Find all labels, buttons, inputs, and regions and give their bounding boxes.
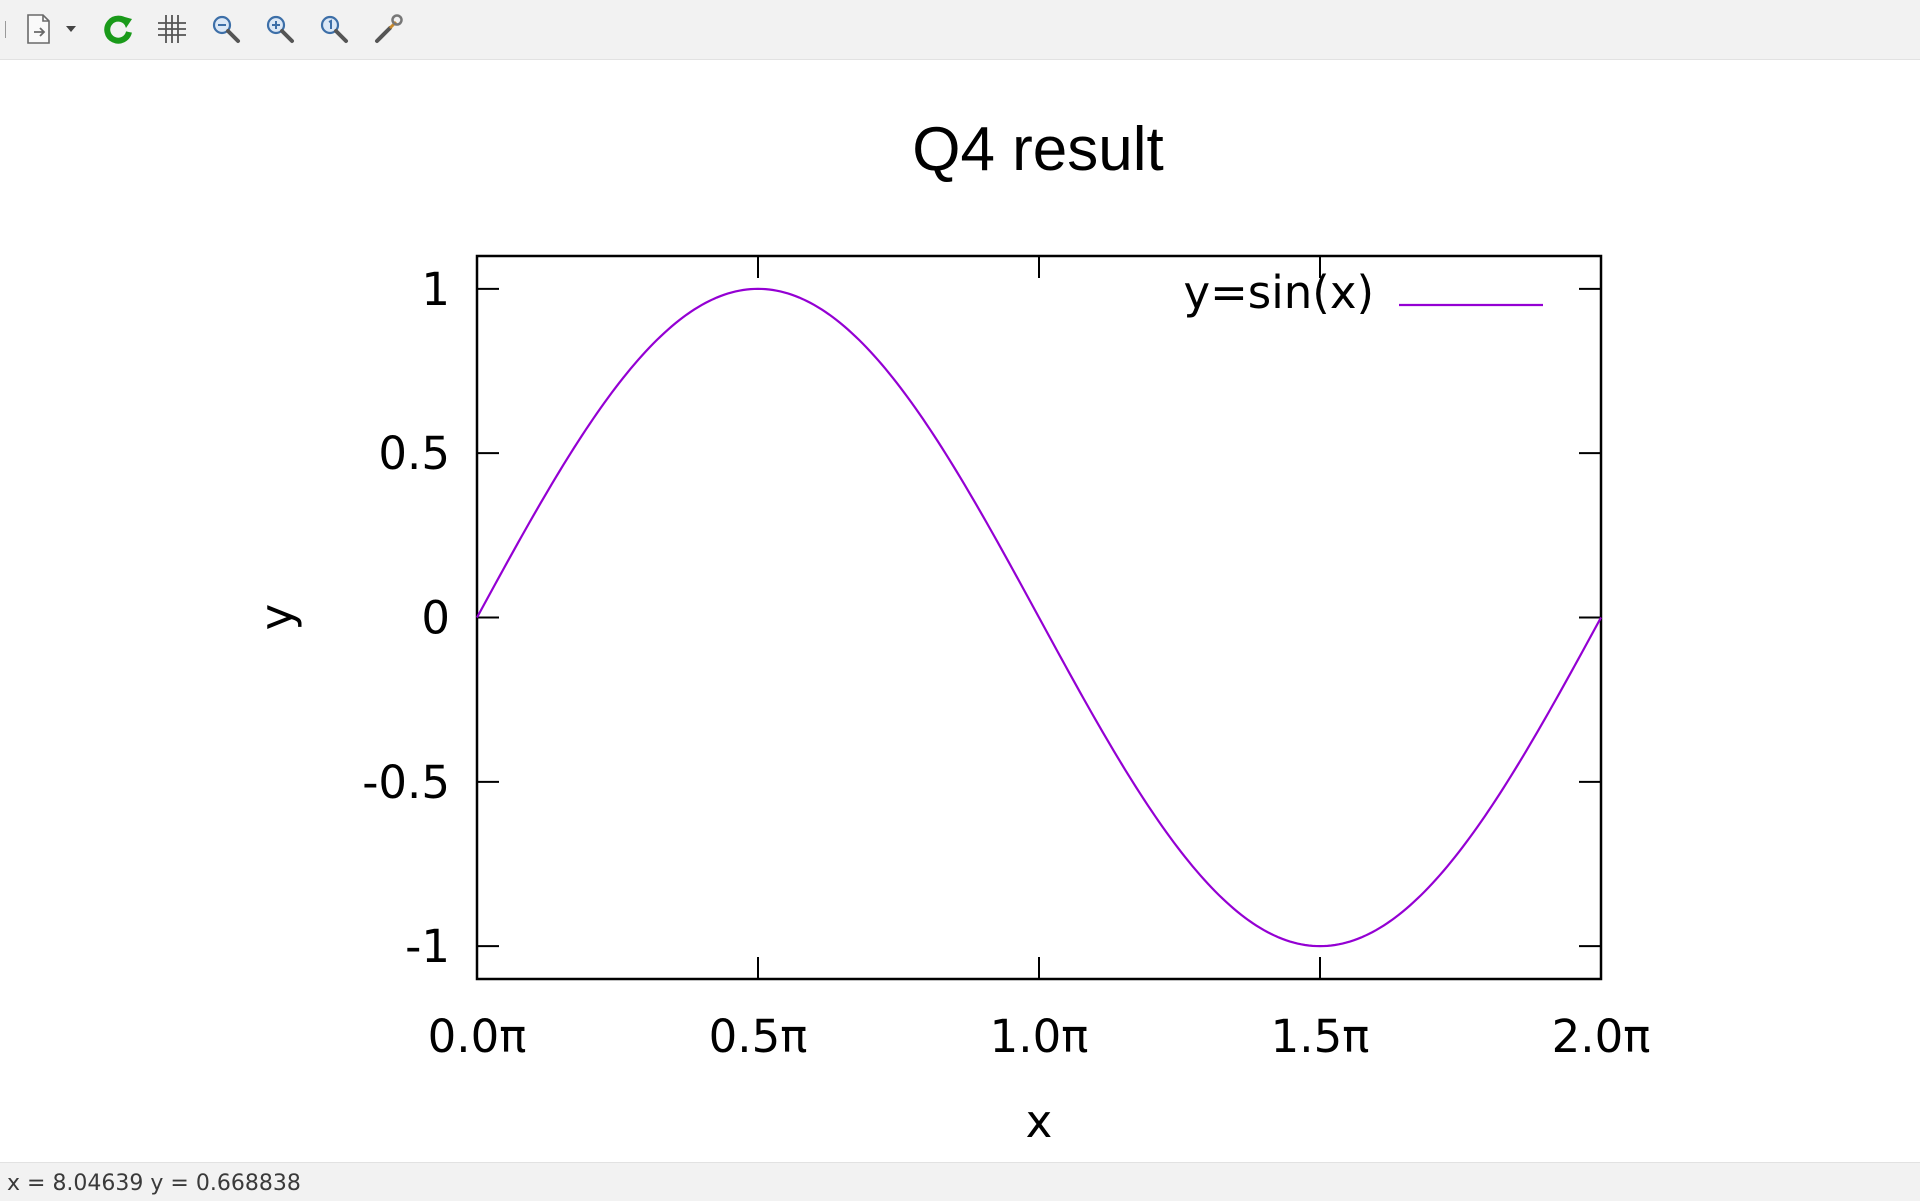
- plot-area[interactable]: Q4 result 0.0π 0.5π 1.0π 1.5π 2.0π 1 0.5 0 -0.5…: [0, 60, 1920, 1162]
- grid-icon: [158, 15, 186, 43]
- grid-button[interactable]: [151, 8, 193, 50]
- x-tick-label-4: 2.0π: [1552, 1010, 1651, 1063]
- x-tick-label-2: 1.0π: [990, 1010, 1089, 1063]
- chart[interactable]: Q4 result 0.0π 0.5π 1.0π 1.5π 2.0π 1 0.5 0 -0.5…: [0, 60, 1920, 1162]
- zoom-reset-icon: [320, 15, 348, 43]
- zoom-previous-icon: [212, 15, 240, 43]
- y-axis-label: y: [250, 604, 303, 631]
- replot-icon: [104, 15, 132, 44]
- export-button[interactable]: [18, 8, 60, 50]
- export-icon: [27, 14, 50, 44]
- y-tick-label-4: -1: [405, 920, 450, 973]
- y-tick-label-2: 0: [421, 592, 450, 645]
- zoom-previous-button[interactable]: [205, 8, 247, 50]
- cursor-coordinates: x = 8.04639 y = 0.668838: [7, 1171, 301, 1196]
- replot-button[interactable]: [97, 8, 139, 50]
- zoom-reset-button[interactable]: [313, 8, 355, 50]
- y-tick-label-3: -0.5: [362, 756, 450, 809]
- toolbar-grip: [5, 21, 6, 38]
- toolbar: [0, 0, 1920, 60]
- x-tick-label-3: 1.5π: [1271, 1010, 1370, 1063]
- x-axis-label: x: [1026, 1095, 1053, 1148]
- settings-wrench-icon: [375, 14, 403, 43]
- dropdown-arrow-icon: [66, 26, 76, 32]
- status-bar: x = 8.04639 y = 0.668838: [0, 1162, 1920, 1201]
- export-menu-button[interactable]: [62, 8, 80, 50]
- y-axis-ticks: 1 0.5 0 -0.5 -1: [362, 263, 1601, 973]
- legend-label: y=sin(x): [1183, 266, 1374, 319]
- zoom-next-icon: [266, 15, 294, 43]
- y-tick-label-1: 0.5: [378, 427, 450, 480]
- x-axis-ticks: 0.0π 0.5π 1.0π 1.5π 2.0π: [428, 256, 1651, 1063]
- x-tick-label-0: 0.0π: [428, 1010, 527, 1063]
- series-line-sin: [476, 287, 1602, 948]
- x-tick-label-1: 0.5π: [709, 1010, 808, 1063]
- zoom-next-button[interactable]: [259, 8, 301, 50]
- chart-title: Q4 result: [912, 115, 1164, 184]
- y-tick-label-0: 1: [421, 263, 450, 316]
- settings-button[interactable]: [367, 8, 409, 50]
